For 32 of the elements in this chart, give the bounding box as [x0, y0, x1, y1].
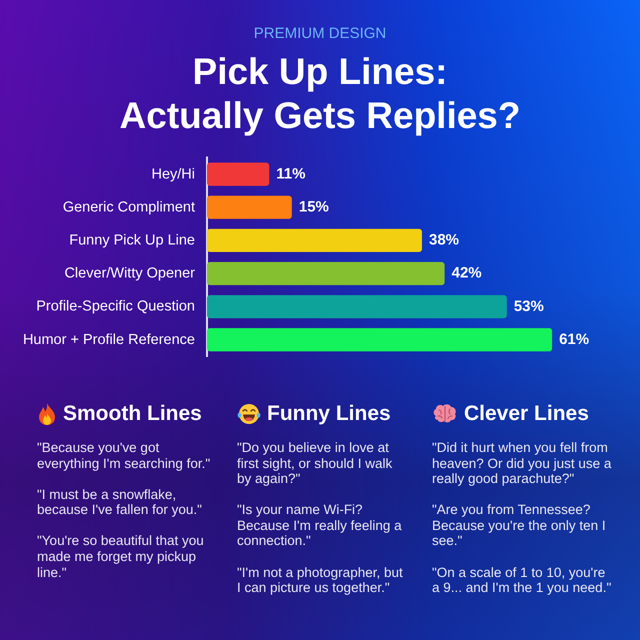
- y-tick-label: Clever/Witty Opener: [64, 266, 196, 282]
- y-tick-label: Funny Pick Up Line: [69, 232, 195, 248]
- chart-title: Pick Up Lines: Actually Gets Replies?: [118, 50, 522, 138]
- data-label: 53%: [514, 298, 544, 315]
- bar: [207, 162, 270, 186]
- text: "You're so beautiful that you made me forget my pickup line.": [37, 533, 205, 580]
- data-label: 61%: [559, 330, 590, 348]
- text: "Is your name Wi-Fi? Because I'm really feeling a connection.": [237, 502, 403, 550]
- y-tick-label: Profile-Specific Question: [36, 298, 195, 315]
- text: "On a scale of 1 to 10, you're a 9... and I'm the 1 you need.": [432, 564, 612, 596]
- bar: [207, 295, 507, 318]
- bar: [207, 228, 422, 252]
- text: "Because you've got everything I'm searching for.": [37, 440, 212, 472]
- data-label: 42%: [452, 264, 482, 282]
- bar: [207, 328, 552, 352]
- chart-subtitle: PREMIUM DESIGN: [252, 24, 388, 44]
- text: "Are you from Tennessee? Because you're the only ten I see.": [432, 502, 607, 550]
- text: Funny Lines: [267, 401, 391, 427]
- data-label: 11%: [276, 165, 306, 182]
- bar: [207, 196, 292, 219]
- y-tick-label: Generic Compliment: [62, 199, 195, 216]
- y-tick-label: Hey/Hi: [151, 166, 195, 182]
- text: "I'm not a photographer, but I can picture us together.": [237, 564, 404, 596]
- data-label: 15%: [298, 198, 329, 216]
- text: Smooth Lines: [63, 401, 202, 427]
- y-tick-label: Humor + Profile Reference: [22, 332, 195, 348]
- bar: [207, 262, 445, 286]
- text: "I must be a snowflake, because I've fallen for you.": [37, 486, 203, 518]
- text: Clever Lines: [464, 401, 589, 427]
- data-label: 38%: [428, 232, 460, 249]
- text: "Did it hurt when you fell from heaven? Or did you just use a really good parachute?": [432, 440, 612, 487]
- text: "Do you believe in love at first sight, or should I walk by again?": [237, 440, 394, 487]
